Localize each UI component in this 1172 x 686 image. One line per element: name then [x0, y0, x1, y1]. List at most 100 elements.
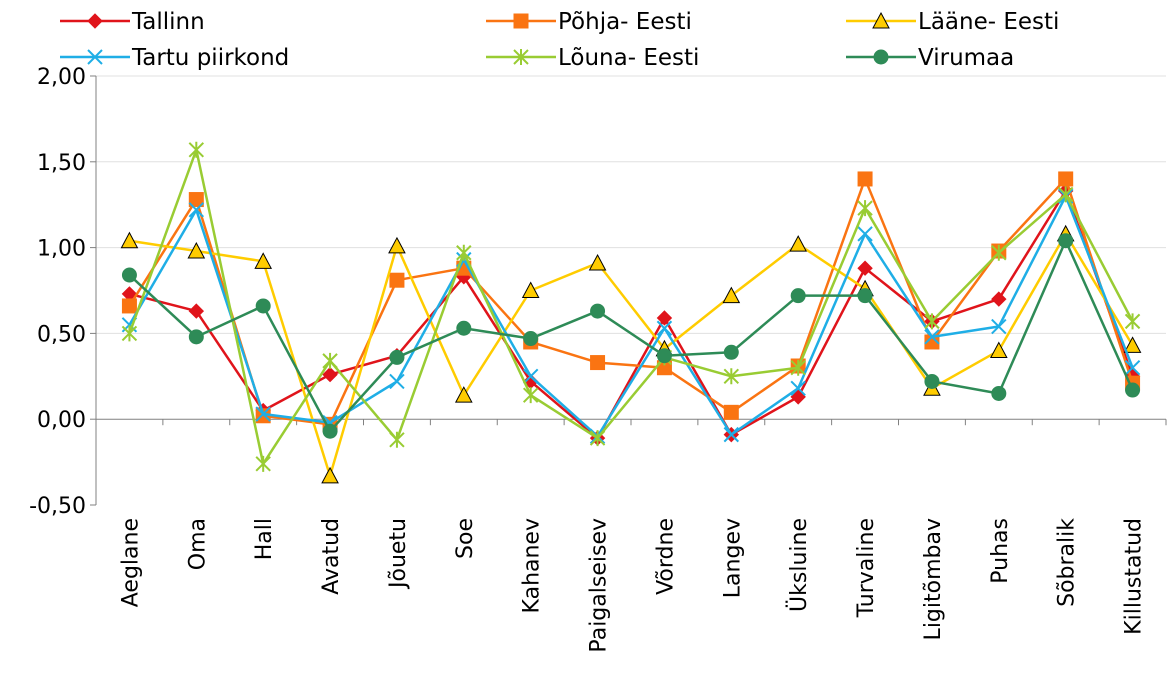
- legend-label: Tallinn: [131, 9, 205, 35]
- x-tick-label: Võrdne: [653, 518, 678, 595]
- data-point: [188, 192, 204, 208]
- data-point: [322, 423, 338, 439]
- series-l-una-eesti: [121, 141, 1141, 472]
- data-point: [188, 141, 205, 158]
- data-point: [1057, 186, 1074, 203]
- legend-label: Lääne- Eesti: [918, 9, 1059, 35]
- data-point: [924, 373, 940, 389]
- y-tick-label: 0,00: [37, 408, 86, 433]
- data-point: [389, 349, 405, 365]
- data-point: [924, 329, 940, 345]
- x-tick-label: Üksluine: [786, 518, 812, 612]
- x-tick-label: Kahanev: [520, 518, 545, 613]
- legend-label: Tartu piirkond: [131, 45, 289, 71]
- data-point: [723, 368, 740, 385]
- data-point: [255, 298, 271, 314]
- series-virumaa: [121, 233, 1141, 439]
- data-point: [322, 366, 338, 383]
- data-point: [188, 303, 205, 319]
- data-point: [523, 331, 539, 347]
- x-tick-label: Killustatud: [1122, 518, 1147, 635]
- data-point: [790, 288, 806, 304]
- legend-item: Tartu piirkond: [60, 45, 289, 71]
- data-point: [1125, 382, 1141, 398]
- y-tick-label: 1,50: [37, 151, 86, 176]
- data-point: [454, 386, 473, 403]
- legend-marker: [87, 13, 103, 29]
- series-line: [128, 177, 1134, 426]
- data-point: [1124, 360, 1141, 376]
- data-point: [521, 281, 540, 298]
- legend-label: Lõuna- Eesti: [558, 45, 699, 71]
- series-group: [120, 141, 1142, 484]
- data-point: [388, 236, 406, 254]
- data-point: [991, 385, 1007, 401]
- data-point: [989, 341, 1008, 359]
- data-point: [790, 380, 806, 397]
- legend-label: Virumaa: [918, 45, 1014, 71]
- gridlines: [96, 75, 1166, 334]
- data-point: [389, 272, 405, 288]
- data-point: [522, 368, 539, 385]
- data-point: [656, 320, 673, 336]
- data-point: [857, 200, 873, 217]
- y-tick-label: -0,50: [29, 494, 86, 519]
- legend-item: Lääne- Eesti: [846, 9, 1059, 35]
- y-tick-label: 1,00: [37, 237, 86, 262]
- data-point: [1124, 313, 1141, 330]
- data-point: [389, 431, 405, 448]
- data-point: [322, 352, 338, 369]
- data-point: [857, 288, 873, 304]
- data-point: [723, 426, 740, 443]
- data-point: [1058, 171, 1074, 187]
- series-line: [128, 194, 1134, 438]
- x-tick-label: Oma: [185, 518, 210, 570]
- y-tick-label: 2,00: [37, 65, 86, 90]
- data-point: [790, 389, 806, 405]
- data-point: [456, 244, 472, 261]
- y-tick-label: 0,50: [37, 322, 86, 347]
- x-tick-label: Jõuetu: [386, 518, 411, 590]
- data-point: [121, 267, 137, 283]
- legend-marker: [513, 49, 529, 65]
- series-line: [128, 148, 1134, 466]
- data-point: [321, 466, 339, 484]
- data-point: [656, 310, 673, 326]
- data-point: [991, 244, 1007, 261]
- data-point: [1058, 233, 1074, 249]
- legend: Tallinn Põhja- Eesti Lääne- Eesti Tartu pii…: [60, 9, 1059, 71]
- data-point: [857, 260, 873, 276]
- data-point: [723, 404, 739, 420]
- x-tick-label: Hall: [252, 518, 277, 560]
- data-point: [188, 202, 205, 218]
- axes: 2,00 1,50 1,00 0,50 0,00 -0,50 Aeglane Oma Hall A…: [29, 65, 1167, 653]
- data-point: [991, 318, 1007, 335]
- x-tick-label: Aeglane: [118, 518, 143, 607]
- legend-marker: [873, 49, 889, 65]
- data-point: [590, 303, 606, 319]
- data-point: [590, 355, 606, 371]
- data-point: [188, 329, 204, 345]
- x-tick-label: Soe: [453, 518, 478, 559]
- legend-marker: [513, 13, 529, 29]
- data-point: [722, 286, 741, 304]
- legend-item: Virumaa: [846, 45, 1014, 71]
- x-tick-label: Puhas: [988, 518, 1013, 584]
- data-point: [589, 430, 606, 447]
- series-line: [128, 239, 1134, 433]
- data-point: [255, 406, 271, 422]
- data-point: [991, 291, 1007, 307]
- legend-item: Tallinn: [60, 9, 205, 35]
- data-point: [456, 320, 472, 336]
- data-point: [522, 387, 539, 404]
- legend-marker: [872, 11, 890, 29]
- data-point: [924, 313, 940, 330]
- data-point: [723, 344, 739, 360]
- data-point: [1123, 336, 1142, 353]
- data-point: [389, 373, 405, 390]
- data-point: [790, 359, 806, 376]
- data-point: [789, 235, 808, 252]
- data-point: [120, 231, 139, 249]
- x-tick-label: Ligitõmbav: [921, 518, 946, 640]
